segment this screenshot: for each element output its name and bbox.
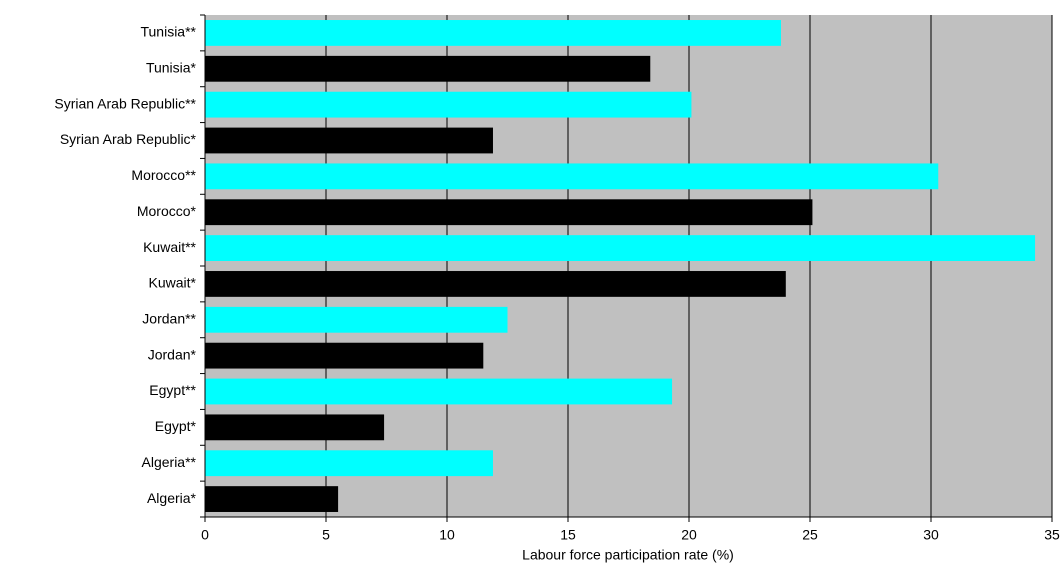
x-axis-title: Labour force participation rate (%) xyxy=(522,547,734,563)
bar xyxy=(205,378,673,405)
bar xyxy=(205,20,781,46)
y-tick-label: Kuwait** xyxy=(143,239,196,255)
bar xyxy=(205,271,786,297)
bar xyxy=(205,235,1036,261)
y-tick-label: Kuwait* xyxy=(149,275,197,291)
x-tick-label: 5 xyxy=(322,527,330,543)
x-tick-label: 30 xyxy=(923,527,939,543)
bar xyxy=(205,127,493,154)
x-tick-label: 10 xyxy=(439,527,455,543)
bar xyxy=(205,306,508,333)
y-tick-label: Syrian Arab Republic* xyxy=(60,131,197,147)
y-tick-label: Egypt* xyxy=(155,418,197,434)
bar xyxy=(205,414,385,441)
plot-area xyxy=(205,15,1052,517)
bar xyxy=(205,55,651,82)
x-tick-label: 25 xyxy=(802,527,818,543)
y-tick-label: Morocco** xyxy=(131,167,196,183)
bar xyxy=(205,342,484,369)
x-tick-label: 35 xyxy=(1044,527,1060,543)
bar xyxy=(205,486,339,512)
x-tick-label: 20 xyxy=(681,527,697,543)
y-tick-label: Tunisia* xyxy=(146,59,197,75)
bar xyxy=(205,163,939,190)
bar xyxy=(205,91,692,118)
y-tick-label: Jordan* xyxy=(148,346,197,362)
x-tick-label: 0 xyxy=(201,527,209,543)
y-tick-label: Morocco* xyxy=(137,203,197,219)
y-tick-label: Algeria** xyxy=(142,454,197,470)
y-tick-label: Algeria* xyxy=(147,490,197,506)
bar xyxy=(205,199,813,226)
bar xyxy=(205,450,493,477)
x-tick-label: 15 xyxy=(560,527,576,543)
y-tick-label: Tunisia** xyxy=(140,24,196,40)
y-tick-label: Syrian Arab Republic** xyxy=(54,95,196,111)
y-tick-label: Jordan** xyxy=(142,310,196,326)
y-tick-label: Egypt** xyxy=(149,382,196,398)
